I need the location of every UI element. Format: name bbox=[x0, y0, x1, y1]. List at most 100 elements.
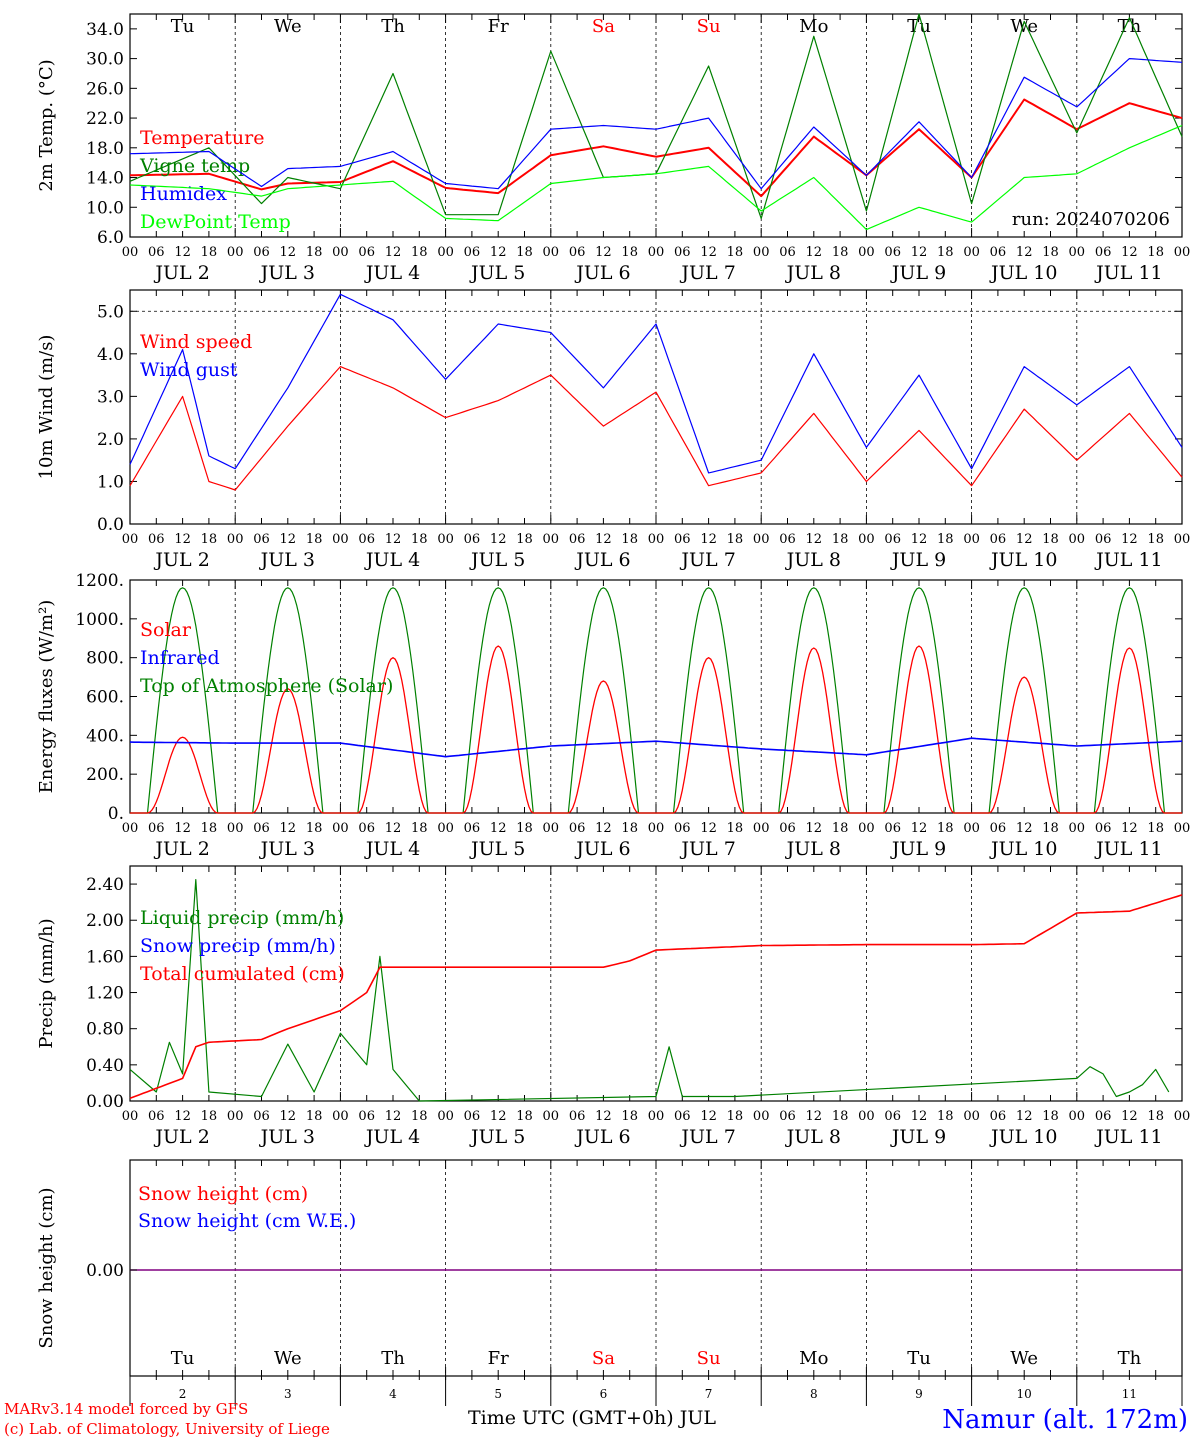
x-date-label: JUL 8 bbox=[785, 838, 841, 860]
x-hour-label: 06 bbox=[674, 1109, 691, 1124]
x-date-label: JUL 9 bbox=[890, 838, 946, 860]
x-date-label: JUL 2 bbox=[153, 262, 209, 284]
x-hour-label: 06 bbox=[990, 245, 1007, 260]
y-tick-label: 0.0 bbox=[97, 515, 124, 535]
y-tick-label: 10.0 bbox=[86, 198, 124, 218]
x-date-label: JUL 9 bbox=[890, 262, 946, 284]
y-tick-label: 1000. bbox=[75, 610, 124, 630]
x-date-label: JUL 11 bbox=[1094, 262, 1162, 284]
day-label: We bbox=[274, 16, 302, 37]
day-label: Sa bbox=[592, 16, 615, 37]
x-date-label: JUL 10 bbox=[989, 1126, 1057, 1148]
y-tick-label: 1200. bbox=[75, 571, 124, 591]
x-hour-label: 18 bbox=[516, 821, 533, 836]
x-hour-label: 18 bbox=[937, 821, 954, 836]
x-hour-label: 00 bbox=[227, 821, 244, 836]
x-hour-label: 18 bbox=[832, 1109, 849, 1124]
x-date-label: JUL 7 bbox=[679, 1126, 735, 1148]
x-hour-label: 12 bbox=[911, 821, 928, 836]
y-tick-label: 3.0 bbox=[97, 387, 124, 407]
legend-entry: Snow precip (mm/h) bbox=[140, 935, 336, 957]
x-hour-label: 12 bbox=[911, 1109, 928, 1124]
x-hour-label: 18 bbox=[1042, 821, 1059, 836]
x-hour-label: 06 bbox=[569, 1109, 586, 1124]
x-hour-label: 18 bbox=[306, 821, 323, 836]
x-date-label: JUL 5 bbox=[469, 549, 525, 571]
x-hour-label: 00 bbox=[753, 821, 770, 836]
x-date-label: JUL 6 bbox=[574, 1126, 630, 1148]
x-hour-label: 06 bbox=[253, 532, 270, 547]
x-hour-label: 06 bbox=[1095, 532, 1112, 547]
panel-3: Energy fluxes (W/m²) 0. 200. 400. 600. 800. 10… bbox=[36, 571, 1190, 860]
x-hour-label: 06 bbox=[148, 821, 165, 836]
x-hour-label: 00 bbox=[1069, 532, 1086, 547]
credit-line-1: MARv3.14 model forced by GFS bbox=[4, 1400, 248, 1418]
x-hour-label: 06 bbox=[779, 821, 796, 836]
bottom-day-number: 2 bbox=[179, 1387, 187, 1401]
legend-entry: Top of Atmosphere (Solar) bbox=[140, 675, 393, 697]
y-tick-label: 26.0 bbox=[86, 79, 124, 99]
x-hour-label: 06 bbox=[884, 532, 901, 547]
x-hour-label: 00 bbox=[543, 1109, 560, 1124]
x-hour-label: 12 bbox=[490, 245, 507, 260]
x-hour-label: 12 bbox=[1121, 821, 1138, 836]
run-label: run: 2024070206 bbox=[1012, 209, 1170, 230]
x-hour-label: 00 bbox=[648, 532, 665, 547]
legend-entry: Total cumulated (cm) bbox=[140, 963, 345, 985]
panel-1: 2m Temp. (°C) 6.0 10.0 14.0 18.0 22.0 26.0 30.0… bbox=[36, 13, 1190, 284]
x-hour-label: 12 bbox=[385, 1109, 402, 1124]
series-line-dewpoint-temp bbox=[129, 124, 1183, 231]
legend-entry: Snow height (cm) bbox=[138, 1183, 308, 1205]
x-date-label: JUL 3 bbox=[259, 1126, 315, 1148]
x-date-label: JUL 2 bbox=[153, 1126, 209, 1148]
x-hour-label: 00 bbox=[753, 532, 770, 547]
credit-line-2: (c) Lab. of Climatology, University of L… bbox=[4, 1420, 330, 1438]
x-hour-label: 06 bbox=[1095, 245, 1112, 260]
x-hour-label: 18 bbox=[727, 245, 744, 260]
y-axis-label: 10m Wind (m/s) bbox=[36, 335, 57, 480]
x-hour-label: 00 bbox=[1174, 532, 1191, 547]
y-tick-label: 14.0 bbox=[86, 169, 124, 189]
y-tick-label: 0.00 bbox=[86, 1261, 124, 1281]
y-tick-label: 0.40 bbox=[86, 1056, 124, 1076]
x-hour-label: 18 bbox=[832, 821, 849, 836]
x-axis-title: Time UTC (GMT+0h) JUL bbox=[468, 1407, 716, 1429]
x-date-label: JUL 11 bbox=[1094, 838, 1162, 860]
legend-entry: Snow height (cm W.E.) bbox=[138, 1210, 356, 1232]
x-hour-label: 00 bbox=[753, 1109, 770, 1124]
legend-entry: Infrared bbox=[140, 647, 220, 669]
legend-entry: Solar bbox=[140, 619, 192, 641]
x-hour-label: 18 bbox=[516, 532, 533, 547]
x-hour-label: 00 bbox=[122, 1109, 139, 1124]
day-label: Su bbox=[697, 16, 721, 37]
x-hour-label: 18 bbox=[516, 1109, 533, 1124]
x-date-label: JUL 11 bbox=[1094, 549, 1162, 571]
x-date-label: JUL 4 bbox=[364, 838, 420, 860]
day-label: Tu bbox=[907, 16, 931, 37]
x-hour-label: 00 bbox=[858, 1109, 875, 1124]
x-hour-label: 06 bbox=[779, 532, 796, 547]
x-hour-label: 06 bbox=[253, 245, 270, 260]
y-tick-label: 0. bbox=[108, 804, 124, 824]
x-hour-label: 12 bbox=[174, 245, 191, 260]
x-date-label: JUL 6 bbox=[574, 262, 630, 284]
day-label: Fr bbox=[488, 16, 509, 37]
bottom-day-number: 11 bbox=[1122, 1387, 1137, 1401]
x-hour-label: 06 bbox=[674, 821, 691, 836]
x-hour-label: 12 bbox=[806, 821, 823, 836]
x-hour-label: 18 bbox=[727, 1109, 744, 1124]
x-date-label: JUL 10 bbox=[989, 838, 1057, 860]
x-hour-label: 12 bbox=[490, 532, 507, 547]
day-label: Th bbox=[381, 16, 405, 37]
series-line-infrared bbox=[129, 737, 1183, 758]
x-hour-label: 06 bbox=[1095, 821, 1112, 836]
panel-4: Precip (mm/h) 0.00 0.40 0.80 1.20 1.60 2.00 2.4… bbox=[36, 865, 1190, 1148]
x-hour-label: 12 bbox=[280, 245, 297, 260]
x-hour-label: 00 bbox=[437, 532, 454, 547]
x-date-label: JUL 9 bbox=[890, 1126, 946, 1148]
x-hour-label: 18 bbox=[1042, 532, 1059, 547]
x-hour-label: 06 bbox=[253, 1109, 270, 1124]
x-hour-label: 12 bbox=[174, 821, 191, 836]
bottom-day-number: 10 bbox=[1017, 1387, 1032, 1401]
x-hour-label: 06 bbox=[464, 532, 481, 547]
